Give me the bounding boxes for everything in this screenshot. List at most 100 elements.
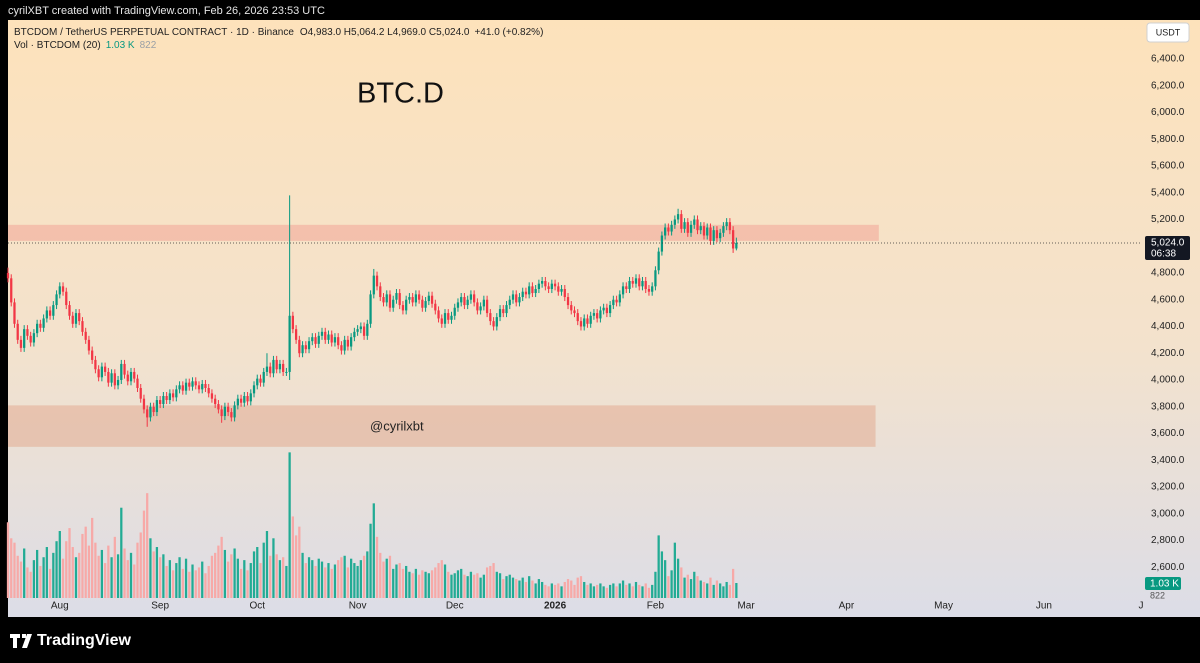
candle-body [463, 297, 466, 306]
candle-body [36, 323, 39, 334]
volume-bar [683, 577, 686, 598]
candle-body [466, 299, 469, 306]
volume-bar [103, 563, 107, 598]
candle-body [340, 345, 343, 351]
currency-label[interactable]: USDT [1156, 27, 1181, 37]
volume-bar [327, 563, 330, 598]
candle-body [191, 381, 194, 387]
chart-title: BTC.D [357, 78, 444, 110]
volume-bar [366, 551, 369, 598]
volume-bar [469, 571, 473, 598]
volume-bar [434, 567, 437, 598]
candle-body [26, 329, 29, 336]
volume-bar [735, 583, 738, 598]
candle-body [162, 396, 165, 405]
candle-body [417, 294, 421, 300]
volume-legend-value: 1.03 K [106, 40, 135, 51]
volume-bar [628, 583, 631, 598]
volume-bar [482, 574, 485, 598]
y-tick-label: 4,800.0 [1151, 268, 1185, 279]
volume-bar [579, 576, 583, 598]
volume-bar [518, 580, 521, 598]
candle-body [126, 374, 129, 382]
candle-body [634, 278, 638, 284]
candle-body [220, 409, 223, 417]
volume-bar [317, 558, 320, 598]
candle-body [566, 297, 570, 306]
candle-body [123, 363, 126, 375]
candle-body [236, 398, 239, 406]
candle-body [521, 291, 524, 298]
volume-bar [618, 583, 621, 598]
candle-body [469, 294, 473, 300]
candle-body [87, 339, 91, 351]
volume-bar [586, 584, 589, 598]
volume-bar [214, 552, 217, 598]
volume-bar [204, 573, 207, 598]
volume-bar [337, 560, 340, 598]
volume-bar [58, 531, 61, 598]
candle-body [579, 321, 583, 327]
volume-bar [324, 567, 327, 598]
candle-body [547, 286, 550, 290]
currency-button[interactable] [1146, 22, 1190, 43]
candle-body [395, 293, 398, 300]
x-tick-label: Mar [737, 601, 755, 612]
volume-bar [463, 574, 466, 598]
candle-body [502, 309, 505, 314]
volume-bar [107, 545, 110, 598]
volume-bar [392, 568, 395, 598]
volume-bar [427, 573, 430, 598]
candle-body [651, 286, 654, 292]
volume-bar [91, 517, 94, 598]
y-tick-label: 4,200.0 [1151, 348, 1185, 359]
volume-legend: Vol · BTCDOM (20) 1.03 K 822 [14, 40, 157, 51]
volume-bar [100, 549, 104, 598]
volume-bar [301, 552, 304, 598]
candle-body [23, 329, 26, 348]
x-tick-label: Feb [647, 601, 665, 612]
candle-body [61, 286, 65, 292]
volume-bar [155, 547, 159, 598]
volume-bar [398, 563, 401, 598]
watermark-annotation: @cyrilxbt [370, 418, 424, 433]
candle-body [171, 393, 175, 398]
candle-body [6, 272, 10, 279]
candle-body [388, 294, 392, 308]
candle-body [178, 385, 181, 390]
candle-body [379, 286, 382, 298]
volume-bar [311, 560, 314, 598]
volume-bar [314, 565, 317, 598]
volume-bar [78, 552, 81, 598]
y-tick-label: 3,600.0 [1151, 428, 1185, 439]
candle-body [660, 235, 664, 252]
candle-body [699, 226, 702, 231]
volume-bar [515, 579, 518, 598]
candle-body [74, 313, 78, 324]
volume-bar [168, 560, 171, 598]
volume-bar [421, 570, 424, 598]
candle-body [362, 326, 366, 336]
candle-body [42, 318, 45, 328]
volume-bar [13, 542, 16, 598]
candle-body [456, 302, 460, 308]
volume-bar [256, 547, 259, 598]
candle-body [353, 331, 356, 338]
candle-body [531, 286, 534, 294]
candle-body [728, 222, 732, 231]
volume-bar [291, 516, 295, 598]
volume-bar [731, 568, 735, 598]
candle-body [129, 371, 133, 382]
volume-bar [647, 587, 651, 598]
candle-body [333, 337, 337, 343]
volume-bar [563, 581, 566, 598]
volume-bar [667, 576, 670, 598]
volume-bar [395, 564, 398, 598]
countdown-label: 06:38 [1151, 249, 1176, 260]
volume-bar [621, 580, 625, 598]
volume-bar [353, 563, 356, 598]
y-tick-label: 4,000.0 [1151, 375, 1185, 386]
x-tick-label: Dec [446, 601, 464, 612]
volume-bar [715, 580, 719, 598]
